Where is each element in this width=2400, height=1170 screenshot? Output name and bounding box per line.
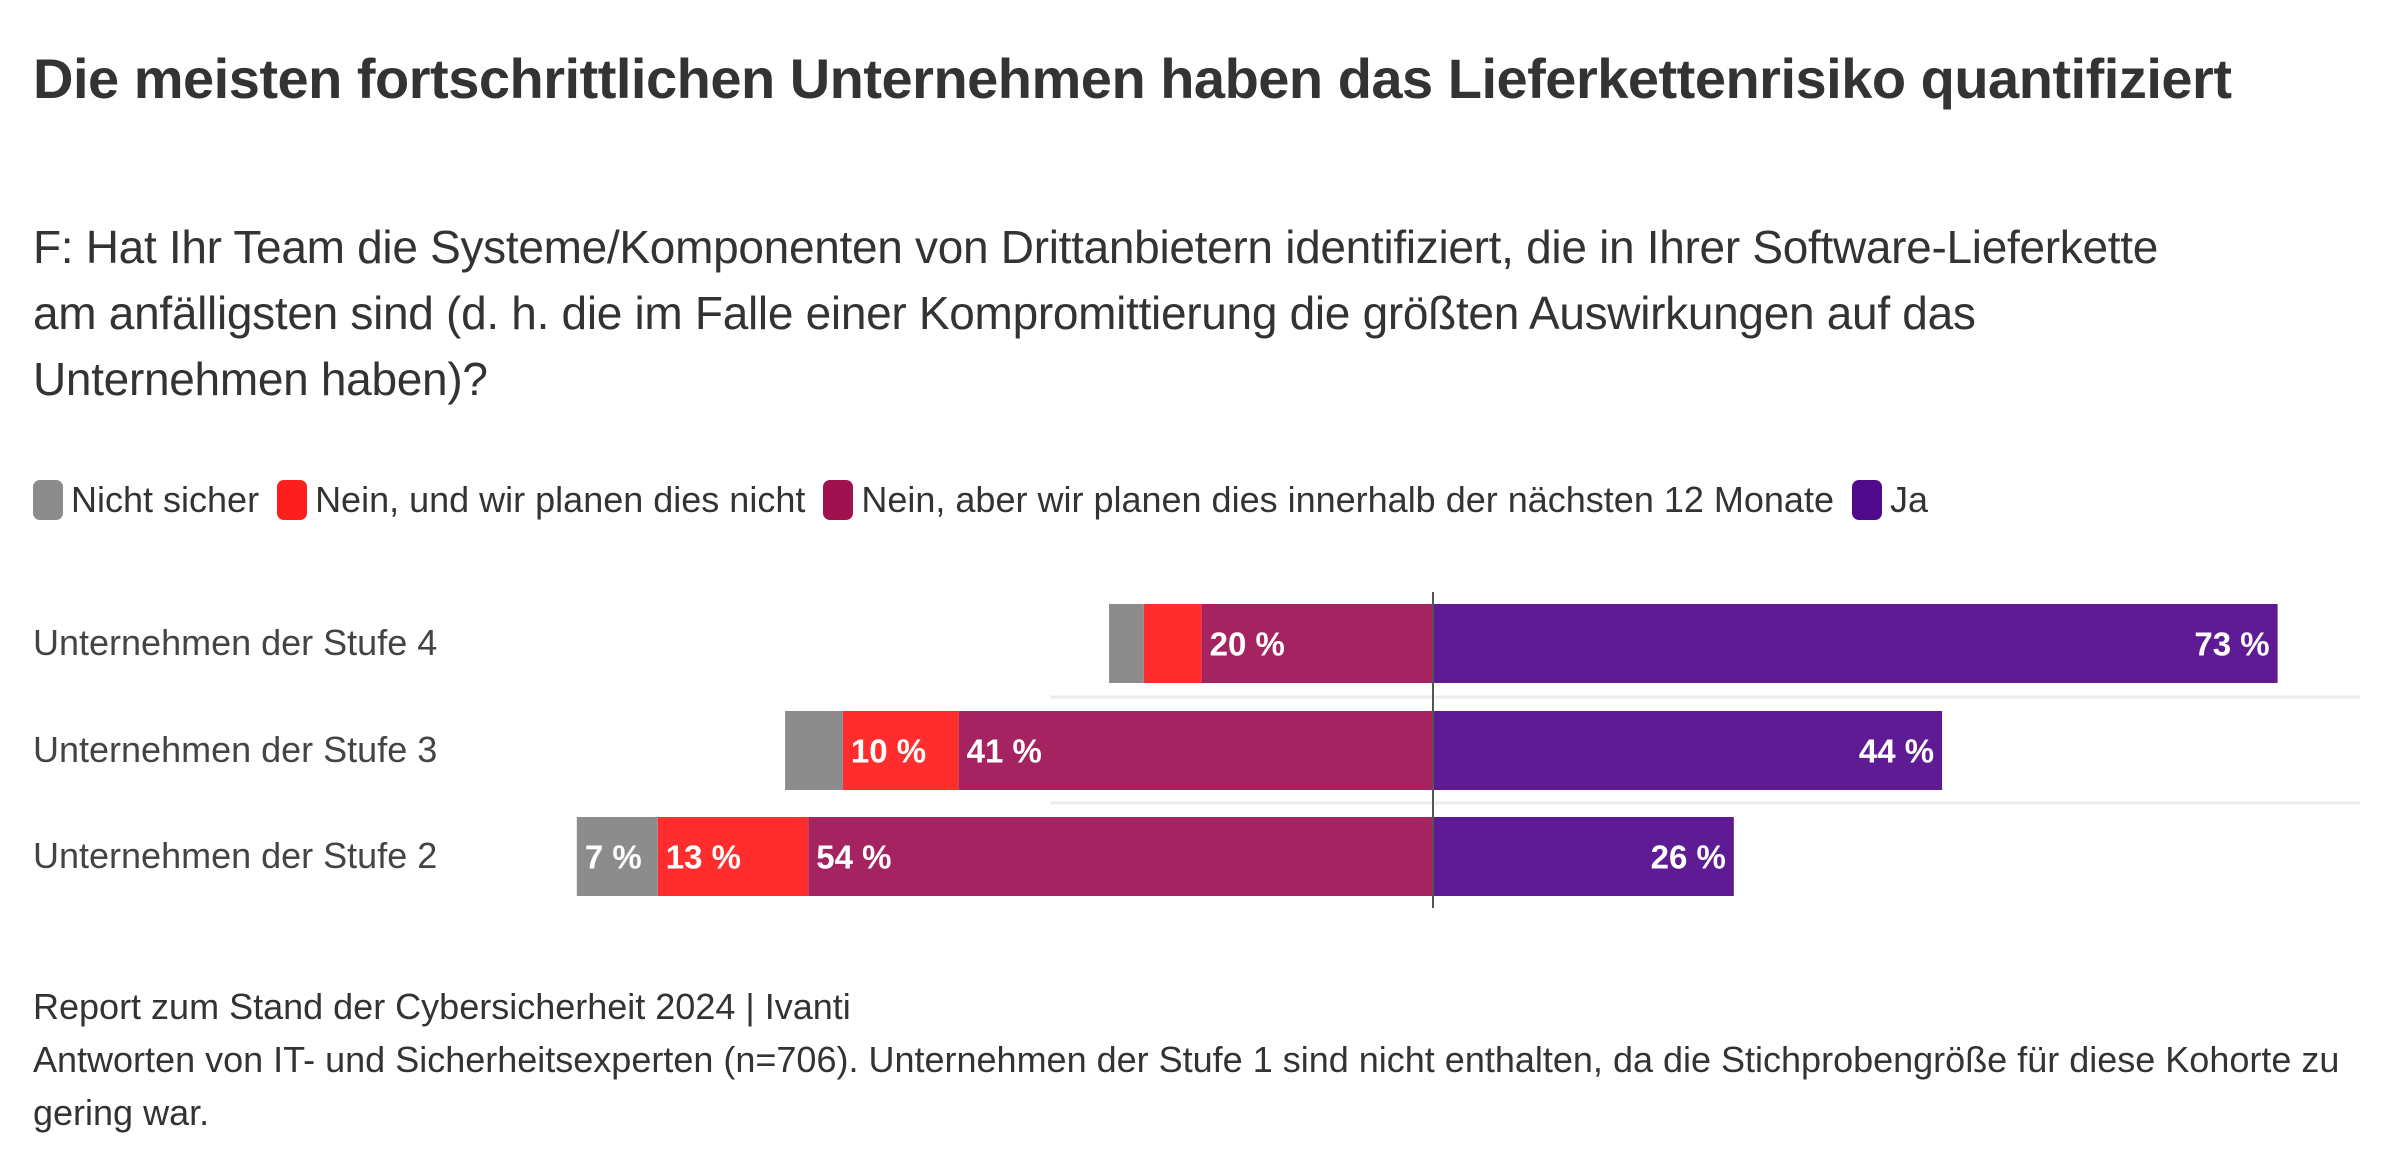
chart-subtitle: F: Hat Ihr Team die Systeme/Komponenten … [33,221,2158,405]
bar-segment [1433,604,2278,683]
data-label: 10 % [851,733,926,770]
bar-segment [657,817,809,896]
bar-segment [958,711,1433,790]
legend-label: Nicht sicher [71,479,260,520]
data-label: 7 % [585,839,642,876]
bar-segment [1433,817,1734,896]
data-label: 20 % [1210,626,1285,663]
legend-label: Nein, und wir planen dies nicht [315,479,806,520]
data-label: 41 % [967,733,1042,770]
chart-footer: Report zum Stand der Cybersicherheit 202… [33,980,2383,1139]
category-label-stufe-4: Unternehmen der Stufe 4 [33,622,438,663]
data-label: 13 % [666,839,741,876]
legend-item-nein-geplant: Nein, aber wir planen dies innerhalb der… [823,476,1834,524]
legend-label: Nein, aber wir planen dies innerhalb der… [861,479,1834,520]
bar-segment [1109,604,1144,683]
legend-item-nicht-sicher: Nicht sicher [33,476,259,524]
legend-swatch-icon [823,480,854,520]
methodology-note: Antworten von IT- und Sicherheitsexperte… [33,1039,2340,1133]
bar-segment [1201,604,1433,683]
bar-segment [1433,711,1943,790]
legend: Nicht sicher Nein, und wir planen dies n… [33,476,1946,524]
category-label-stufe-3: Unternehmen der Stufe 3 [33,729,438,770]
category-label-stufe-2: Unternehmen der Stufe 2 [33,835,438,876]
data-label: 26 % [1651,839,1726,876]
legend-item-nein-nicht: Nein, und wir planen dies nicht [277,476,805,524]
bar-segment [785,711,843,790]
source-note: Report zum Stand der Cybersicherheit 202… [33,986,851,1027]
data-label: 54 % [816,839,891,876]
bar-segment [808,817,1433,896]
bar-segment [576,817,658,896]
data-label: 44 % [1859,733,1934,770]
legend-item-ja: Ja [1851,476,1929,524]
legend-swatch-icon [277,480,308,520]
legend-swatch-icon [1851,480,1882,520]
legend-swatch-icon [33,480,63,520]
chart-title: Die meisten fortschrittlichen Unternehme… [33,47,2232,110]
bar-segment [1143,604,1202,683]
legend-label: Ja [1889,479,1929,520]
bar-segment [842,711,959,790]
data-label: 73 % [2194,626,2269,663]
